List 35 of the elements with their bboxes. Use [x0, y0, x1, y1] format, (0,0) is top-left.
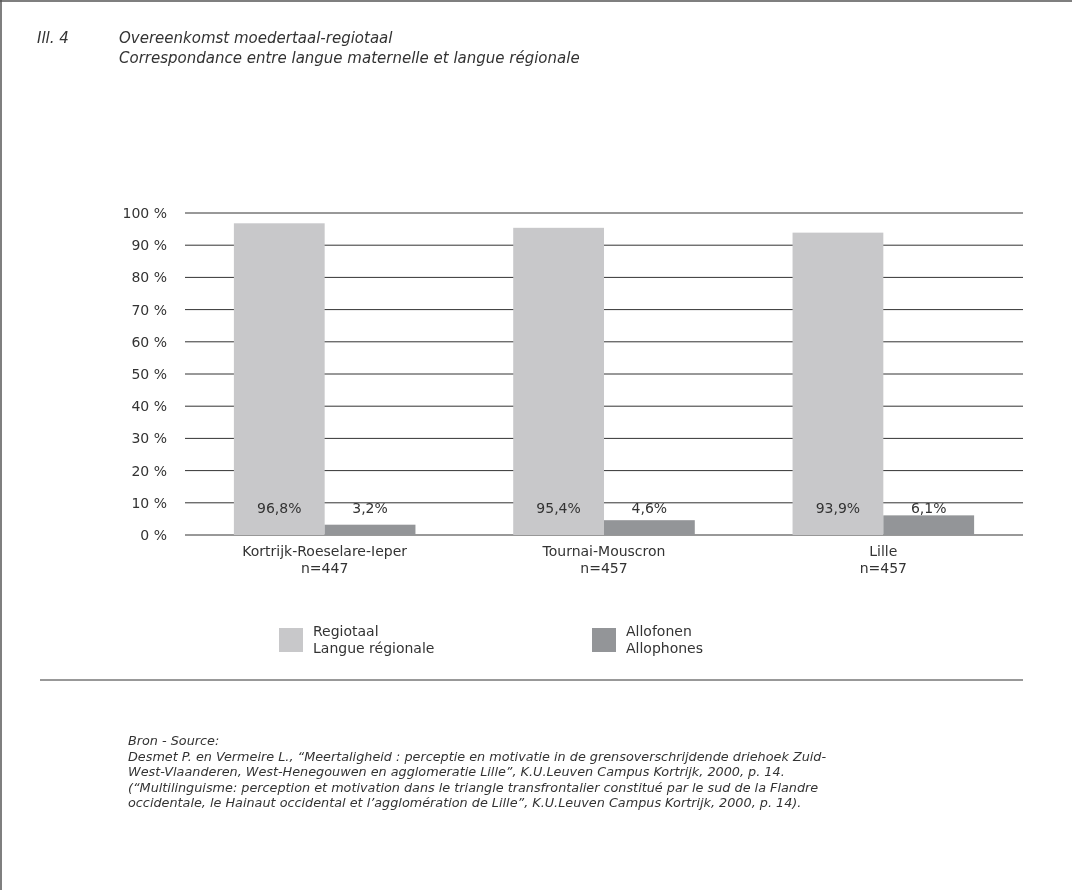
y-tick-label: 100 %: [122, 204, 167, 221]
legend-label: Allofonen Allophones: [626, 623, 704, 656]
chart-subtitle: Correspondance entre langue maternelle et langue régionale: [119, 49, 580, 67]
bar: [792, 232, 884, 535]
bar: [513, 227, 604, 535]
bar: [324, 524, 416, 535]
text: West-Vlaanderen, West-Henegouwen en agglomeratie Lille”, K.U.Leuven Campus Kortrijk, 2000, p. 14.: [128, 764, 785, 779]
data-label: 4,6%: [631, 500, 668, 516]
legend-label: Regiotaal Langue régionale: [313, 623, 435, 656]
y-tick-label: 90 %: [131, 237, 167, 254]
x-tick-label: Tournai-Mouscron n=457: [541, 543, 666, 576]
y-tick-label: 70 %: [131, 301, 167, 318]
bar: [883, 515, 975, 535]
text: occidentale, le Hainaut occidental et l’agglomération de Lille”, K.U.Leuven Campus Kortrijk, 2000, p. 14).: [128, 795, 802, 810]
bar: [233, 223, 325, 535]
y-tick-label: 80 %: [131, 269, 167, 286]
y-tick-label: 50 %: [131, 365, 167, 382]
data-label: 93,9%: [815, 500, 861, 516]
y-tick-label: 60 %: [131, 333, 167, 350]
text: (“Multilinguisme: perception et motivation dans le triangle transfrontalier constitué par le sud de la Flandre: [128, 779, 819, 795]
data-label: 96,8%: [257, 500, 302, 516]
chart-title: Ill. 4 Overeenkomst moedertaal-regiotaal: [37, 29, 393, 47]
y-tick-label: 40 %: [131, 398, 167, 415]
y-tick-label: 0 %: [140, 526, 167, 543]
y-tick-label: 10 %: [131, 494, 167, 511]
bar: [604, 520, 695, 535]
text: Bron - Source:: [128, 733, 220, 748]
y-tick-label: 30 %: [131, 430, 167, 447]
y-tick-label: 20 %: [131, 462, 167, 479]
data-label: 6,1%: [910, 500, 947, 516]
data-label: 95,4%: [536, 500, 581, 516]
data-label: 3,2%: [352, 500, 388, 516]
x-tick-label: Kortrijk-Roeselare-Ieper n=447: [242, 543, 408, 576]
x-tick-label: Lille n=457: [859, 543, 907, 576]
text: Desmet P. en Vermeire L., “Meertaligheid : perceptie en motivatie in de grensoverschrijdende driehoek Zuid-: [128, 748, 827, 764]
